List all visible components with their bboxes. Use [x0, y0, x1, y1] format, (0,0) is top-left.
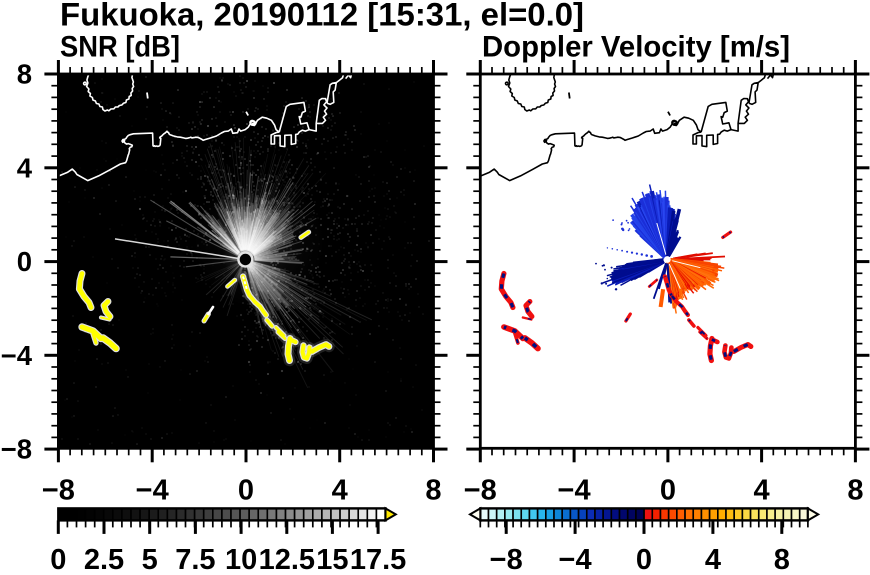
- svg-text:0: 0: [660, 475, 676, 507]
- svg-text:Fukuoka, 20190112 [15:31, el=0: Fukuoka, 20190112 [15:31, el=0.0]: [60, 0, 584, 33]
- svg-text:−8: −8: [464, 475, 497, 507]
- svg-text:0: 0: [238, 475, 254, 507]
- svg-text:−8: −8: [42, 475, 75, 507]
- svg-text:8: 8: [17, 59, 32, 90]
- svg-text:4: 4: [754, 475, 770, 507]
- svg-text:12.5: 12.5: [259, 544, 315, 570]
- svg-text:7.5: 7.5: [175, 544, 215, 570]
- svg-text:0: 0: [50, 544, 66, 570]
- svg-text:17.5: 17.5: [350, 544, 406, 570]
- svg-text:−4: −4: [558, 475, 591, 507]
- svg-text:0: 0: [17, 246, 32, 277]
- svg-text:8: 8: [774, 544, 790, 570]
- svg-text:4: 4: [17, 152, 33, 183]
- svg-text:−4: −4: [136, 475, 169, 507]
- svg-text:0: 0: [636, 544, 652, 570]
- svg-text:5: 5: [142, 544, 158, 570]
- svg-text:−8: −8: [490, 544, 523, 570]
- svg-text:8: 8: [847, 475, 863, 507]
- svg-text:8: 8: [425, 475, 441, 507]
- svg-text:−4: −4: [559, 544, 592, 570]
- svg-text:10: 10: [225, 544, 257, 570]
- svg-text:−8: −8: [1, 434, 32, 465]
- svg-text:4: 4: [332, 475, 348, 507]
- svg-text:−4: −4: [1, 340, 33, 371]
- svg-text:4: 4: [705, 544, 721, 570]
- svg-text:15: 15: [316, 544, 348, 570]
- svg-text:2.5: 2.5: [84, 544, 124, 570]
- svg-text:SNR [dB]: SNR [dB]: [60, 31, 180, 64]
- svg-text:Doppler Velocity [m/s]: Doppler Velocity [m/s]: [482, 31, 790, 64]
